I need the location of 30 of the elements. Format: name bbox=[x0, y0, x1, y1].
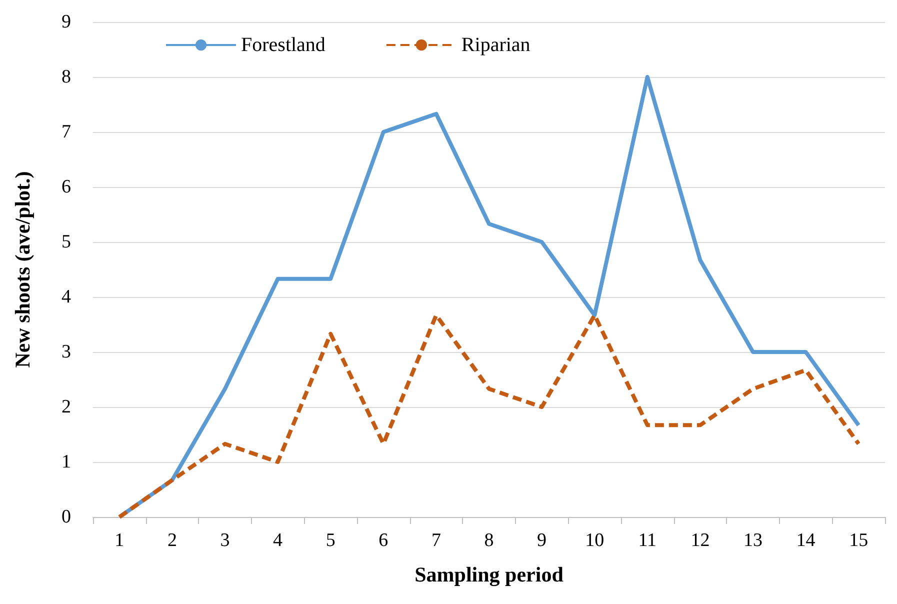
y-tick-label: 0 bbox=[62, 506, 71, 528]
legend-label: Riparian bbox=[461, 34, 530, 56]
x-tick-label: 11 bbox=[638, 530, 657, 551]
legend-label: Forestland bbox=[241, 34, 326, 56]
y-tick-label: 2 bbox=[62, 396, 71, 418]
line-series bbox=[117, 313, 861, 519]
y-tick-label: 8 bbox=[62, 66, 71, 88]
x-tick-label: 7 bbox=[431, 530, 441, 551]
x-tick-label: 12 bbox=[690, 530, 710, 551]
y-tick-label: 5 bbox=[62, 232, 71, 252]
x-tick-label: 9 bbox=[537, 530, 547, 551]
x-tick-label: 1 bbox=[114, 530, 124, 551]
x-tick-label: 6 bbox=[378, 530, 388, 551]
y-tick-label: 6 bbox=[62, 176, 71, 198]
x-axis-title: Sampling period bbox=[414, 562, 564, 586]
x-tick-label: 15 bbox=[849, 530, 868, 551]
x-tick-label: 5 bbox=[326, 530, 336, 551]
x-tick-label: 4 bbox=[273, 530, 284, 551]
x-tick-label: 2 bbox=[167, 530, 177, 551]
y-axis-title: New shoots (ave/plot.) bbox=[10, 171, 34, 368]
x-tick-label: 14 bbox=[796, 530, 816, 551]
x-tick-label: 8 bbox=[484, 530, 494, 551]
x-tick-label: 13 bbox=[744, 530, 762, 551]
y-tick-label: 7 bbox=[62, 122, 71, 142]
y-tick-label: 1 bbox=[62, 452, 71, 472]
y-tick-label: 4 bbox=[62, 286, 72, 308]
y-tick-label: 9 bbox=[62, 12, 71, 32]
x-tick-label: 10 bbox=[585, 530, 604, 551]
x-tick-label: 3 bbox=[220, 530, 230, 551]
y-tick-label: 3 bbox=[62, 342, 71, 362]
